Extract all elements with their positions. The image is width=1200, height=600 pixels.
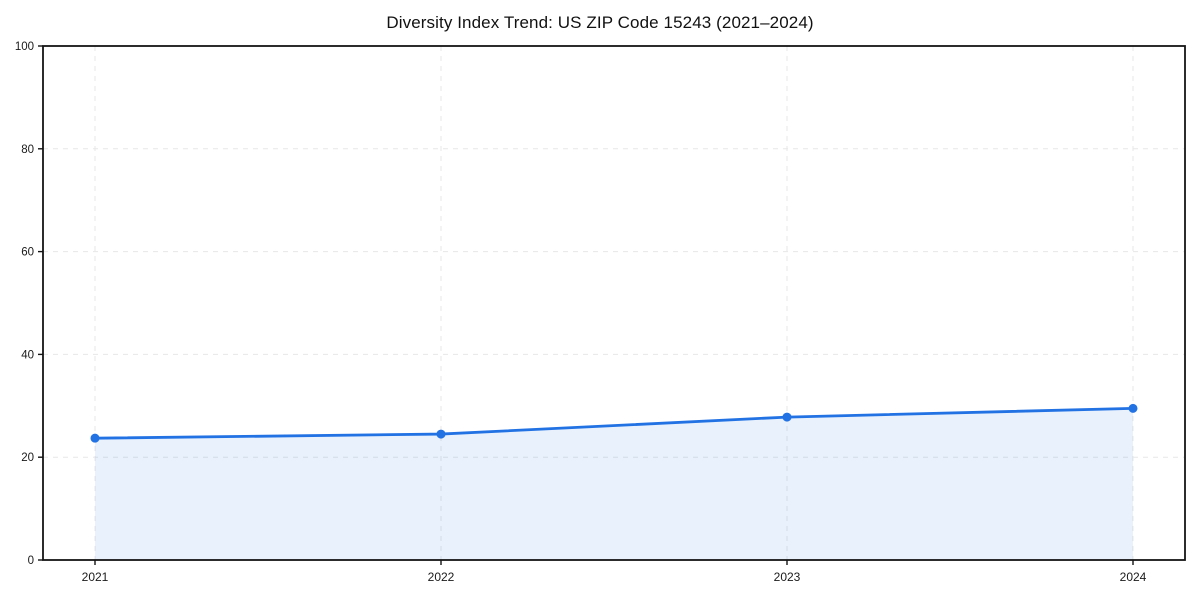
area-fill bbox=[95, 408, 1133, 560]
y-tick-label: 0 bbox=[28, 555, 34, 567]
chart-title: Diversity Index Trend: US ZIP Code 15243… bbox=[386, 13, 814, 32]
y-tick-label: 80 bbox=[21, 144, 34, 156]
y-tick-label: 40 bbox=[21, 349, 34, 361]
trend-line bbox=[93, 406, 1135, 440]
x-tick-label: 2023 bbox=[774, 570, 801, 584]
plot-border bbox=[42, 45, 1186, 561]
y-tick-label: 20 bbox=[21, 452, 34, 464]
data-point-marker bbox=[90, 433, 100, 443]
x-tick-label: 2021 bbox=[82, 570, 109, 584]
data-point-marker bbox=[782, 412, 792, 422]
data-point-marker bbox=[436, 429, 446, 439]
x-tick-label: 2024 bbox=[1120, 570, 1147, 584]
x-tick-label: 2022 bbox=[428, 570, 455, 584]
y-tick-label: 100 bbox=[15, 41, 34, 53]
y-tick-label: 60 bbox=[21, 247, 34, 259]
data-point-marker bbox=[1128, 403, 1138, 413]
